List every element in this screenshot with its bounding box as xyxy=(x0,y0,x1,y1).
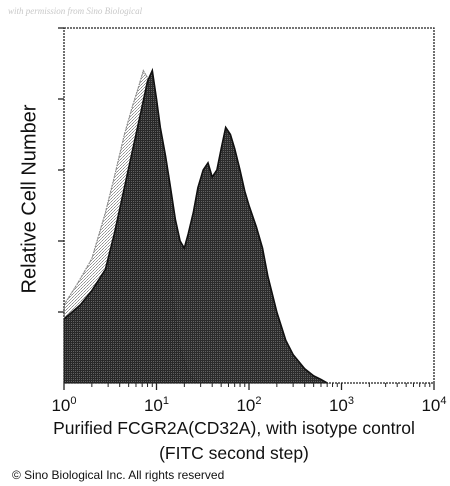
x-tick-label-base: 10 xyxy=(421,396,440,415)
x-tick-label-base: 10 xyxy=(329,396,348,415)
x-tick-label: 100 xyxy=(51,395,76,415)
series-layer xyxy=(63,67,330,384)
x-tick-label-exponent: 0 xyxy=(70,395,76,407)
ticks-layer: 100 101 102 103 104 xyxy=(51,27,447,415)
watermark: with permission from Sino Biological xyxy=(8,6,143,16)
y-axis-label: Relative Cell Number xyxy=(18,104,41,294)
x-tick-label-base: 10 xyxy=(144,396,163,415)
x-tick-label-base: 10 xyxy=(51,396,70,415)
x-tick-label-exponent: 2 xyxy=(255,395,261,407)
x-tick-label: 101 xyxy=(144,395,169,415)
copyright-notice: © Sino Biological Inc. All rights reserv… xyxy=(12,468,225,482)
x-tick-label: 103 xyxy=(329,395,354,415)
x-tick-label-exponent: 3 xyxy=(348,395,354,407)
x-tick-label-base: 10 xyxy=(236,396,255,415)
x-axis-label-line2: (FITC second step) xyxy=(159,443,309,463)
x-tick-label-exponent: 1 xyxy=(163,395,169,407)
x-tick-label-exponent: 4 xyxy=(440,395,446,407)
x-axis-label: Purified FCGR2A(CD32A), with isotype con… xyxy=(53,418,415,438)
x-tick-label: 102 xyxy=(236,395,261,415)
series-2-outline xyxy=(63,67,328,384)
x-tick-label: 104 xyxy=(421,395,446,415)
